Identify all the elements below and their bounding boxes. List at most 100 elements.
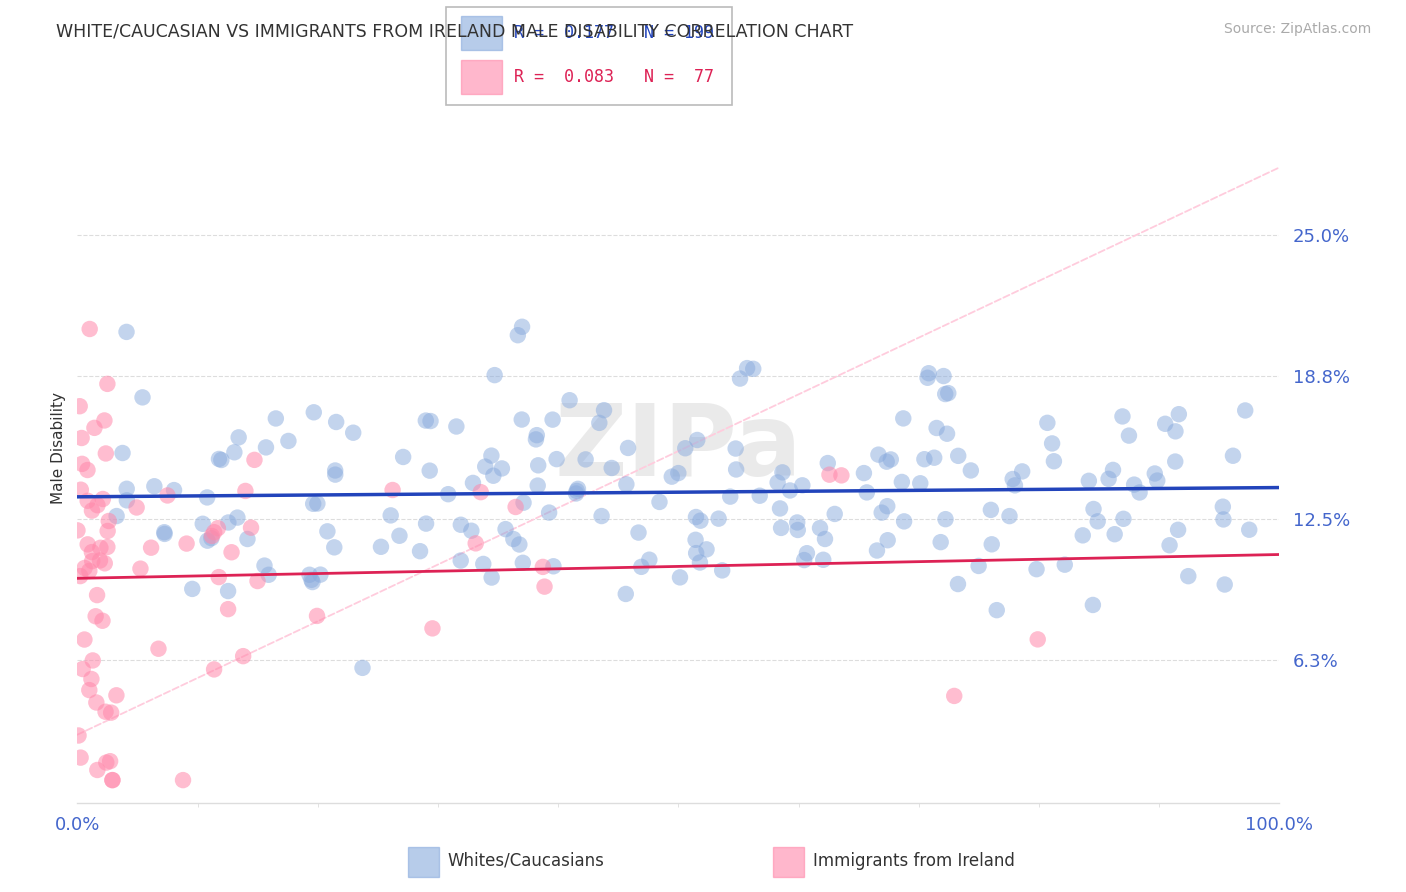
Point (172, 773, 194, 788)
Point (661, 469, 683, 483)
Point (176, 536, 198, 550)
Point (380, 508, 402, 523)
Point (301, 575, 323, 590)
Point (770, 521, 793, 535)
Point (240, 521, 263, 535)
Point (728, 371, 751, 385)
Point (770, 466, 793, 480)
Point (685, 533, 707, 547)
Point (309, 567, 332, 582)
Bar (461, 16, 502, 50)
Point (80, 503, 103, 517)
Point (1164, 454, 1187, 468)
Point (381, 483, 404, 497)
Point (202, 662, 225, 676)
Point (79, 683, 101, 698)
Point (82, 554, 104, 568)
Point (786, 516, 808, 530)
Point (1239, 523, 1261, 537)
Point (922, 450, 945, 465)
Point (912, 452, 935, 467)
Point (600, 461, 623, 475)
Point (666, 466, 689, 480)
Point (1213, 577, 1236, 591)
Point (814, 532, 837, 546)
Point (929, 535, 952, 549)
Point (254, 441, 277, 455)
Point (70, 457, 93, 471)
Point (934, 512, 956, 526)
Point (890, 475, 912, 489)
Point (96, 376, 118, 391)
Point (512, 496, 534, 510)
Point (748, 489, 770, 503)
Point (323, 467, 346, 482)
Point (925, 421, 948, 435)
Point (510, 319, 533, 334)
Point (73, 632, 96, 647)
Point (565, 486, 588, 500)
Point (1159, 538, 1181, 552)
Point (1212, 500, 1234, 514)
Point (1043, 454, 1066, 468)
Point (352, 661, 374, 675)
Point (84, 609, 107, 624)
Point (86, 763, 108, 777)
Point (808, 521, 831, 535)
Point (257, 567, 280, 582)
Point (669, 570, 692, 584)
Point (1097, 472, 1119, 486)
Point (419, 464, 441, 478)
Point (91, 614, 114, 628)
Point (512, 556, 534, 570)
Point (1104, 527, 1126, 541)
Point (80, 545, 103, 559)
Point (1053, 558, 1076, 572)
Point (502, 532, 524, 546)
Point (86, 498, 108, 512)
Point (115, 325, 138, 339)
Point (1102, 463, 1125, 477)
Point (630, 559, 652, 574)
Point (506, 328, 529, 343)
Point (1164, 425, 1187, 439)
Point (876, 455, 898, 469)
Point (115, 493, 138, 508)
Point (461, 475, 484, 490)
Point (817, 456, 839, 470)
Point (277, 434, 299, 448)
Point (342, 425, 364, 440)
Point (505, 500, 527, 514)
Point (918, 366, 941, 380)
Point (766, 475, 789, 490)
Point (1081, 598, 1104, 612)
Point (156, 488, 179, 502)
Point (97, 514, 120, 528)
Point (856, 485, 879, 500)
Point (409, 544, 432, 558)
Point (686, 433, 709, 447)
Point (936, 386, 959, 401)
Point (1004, 478, 1026, 492)
Point (870, 506, 893, 520)
Point (1167, 523, 1189, 537)
Point (450, 517, 472, 532)
Point (79, 322, 101, 336)
Point (524, 433, 547, 447)
Text: Immigrants from Ireland: Immigrants from Ireland (813, 852, 1015, 870)
Point (76, 537, 98, 551)
Point (94, 557, 117, 571)
Point (325, 415, 347, 429)
Text: Whites/Caucasians: Whites/Caucasians (447, 852, 605, 870)
Text: ZIPa: ZIPa (554, 400, 803, 497)
Point (208, 452, 231, 467)
Point (1234, 403, 1257, 417)
Point (96, 756, 118, 770)
Point (73, 561, 96, 575)
Point (1111, 409, 1133, 424)
Point (221, 545, 243, 559)
Point (217, 516, 239, 530)
Point (1154, 417, 1177, 431)
Point (565, 483, 588, 498)
Point (100, 706, 122, 720)
